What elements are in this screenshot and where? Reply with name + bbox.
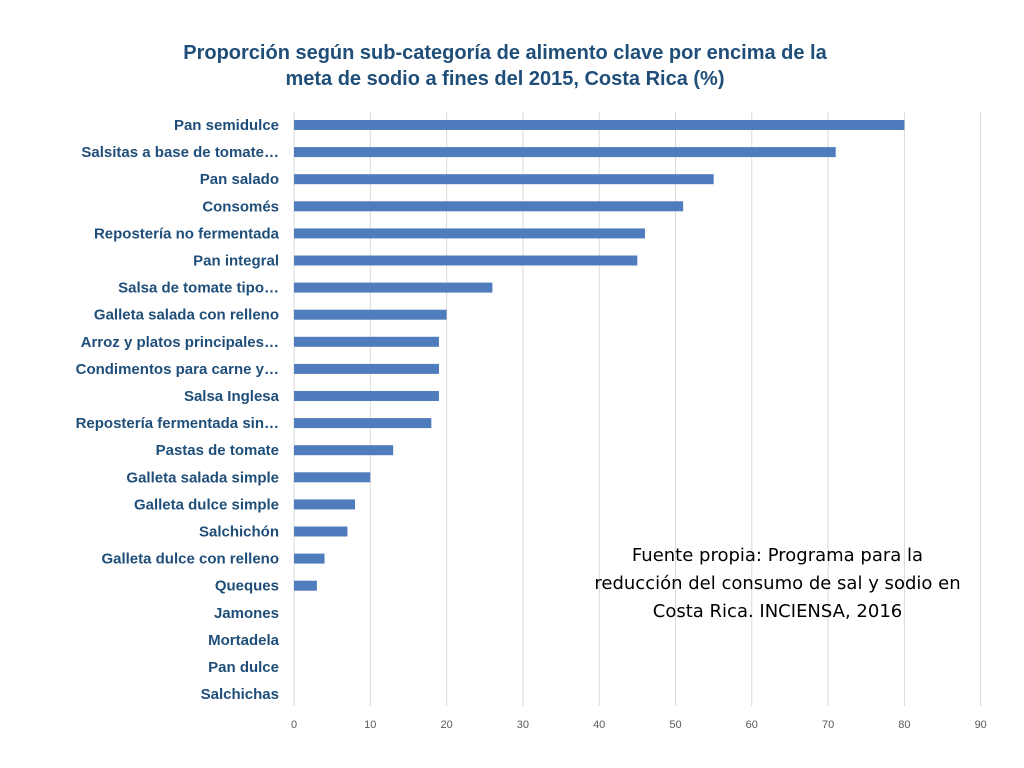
category-labels: Pan semidulce Salsitas a base de tomate… P… (76, 117, 280, 703)
x-axis-ticks: 0 10 20 30 40 50 60 70 80 90 (291, 719, 987, 731)
category-label: Galleta dulce simple (134, 496, 279, 513)
source-note-line-2: reducción del consumo de sal y sodio en (594, 573, 961, 594)
bar (294, 472, 371, 483)
bar (294, 363, 439, 374)
category-label: Arroz y platos principales… (81, 334, 279, 351)
source-note-line-3: Costa Rica. INCIENSA, 2016 (652, 601, 903, 622)
category-label: Galleta salada simple (126, 469, 279, 486)
category-label: Galleta dulce con relleno (101, 551, 279, 568)
category-label: Queques (215, 578, 279, 595)
category-label: Jamones (214, 605, 279, 622)
category-label: Repostería no fermentada (94, 225, 280, 242)
bar (294, 499, 356, 510)
x-tick-label: 70 (822, 719, 834, 731)
category-label: Salchichas (201, 686, 279, 703)
category-label: Pastas de tomate (156, 442, 279, 459)
bar (294, 309, 447, 320)
category-label: Salchichón (199, 524, 279, 541)
category-label: Pan dulce (208, 659, 279, 676)
chart-title-line-1: Proporción según sub-categoría de alimen… (183, 42, 827, 64)
x-tick-label: 60 (746, 719, 758, 731)
category-label: Repostería fermentada sin… (76, 415, 279, 432)
bar (294, 336, 439, 347)
bar (294, 553, 325, 564)
category-label: Salsa Inglesa (184, 388, 280, 405)
x-tick-label: 40 (593, 719, 605, 731)
bar (294, 228, 645, 239)
bar (294, 255, 638, 266)
category-label: Galleta salada con relleno (94, 307, 279, 324)
category-label: Salsitas a base de tomate… (81, 144, 279, 161)
category-label: Mortadela (208, 632, 280, 649)
bar (294, 147, 836, 158)
x-tick-label: 80 (898, 719, 910, 731)
category-label: Pan salado (200, 171, 279, 188)
bar (294, 174, 714, 185)
chart-title-line-2: meta de sodio a fines del 2015, Costa Ri… (285, 68, 725, 90)
bar (294, 201, 684, 212)
bar (294, 526, 348, 537)
bar (294, 391, 439, 401)
source-note-line-1: Fuente propia: Programa para la (631, 545, 924, 566)
bar (294, 580, 317, 591)
x-tick-label: 50 (669, 719, 681, 731)
bar (294, 418, 432, 429)
bar (294, 282, 493, 293)
bar (294, 445, 394, 456)
category-label: Consomés (202, 198, 279, 215)
source-note: Fuente propia: Programa para la reducció… (580, 542, 975, 626)
x-tick-label: 10 (364, 719, 376, 731)
category-label: Condimentos para carne y… (76, 361, 279, 378)
category-label: Salsa de tomate tipo… (118, 280, 279, 297)
bars (294, 120, 905, 591)
category-label: Pan semidulce (174, 117, 279, 134)
chart-title: Proporción según sub-categoría de alimen… (100, 40, 910, 92)
x-tick-label: 20 (440, 719, 452, 731)
bar (294, 120, 905, 130)
x-tick-label: 90 (975, 719, 987, 731)
x-tick-label: 0 (291, 719, 297, 731)
x-tick-label: 30 (517, 719, 529, 731)
category-label: Pan integral (193, 253, 279, 270)
